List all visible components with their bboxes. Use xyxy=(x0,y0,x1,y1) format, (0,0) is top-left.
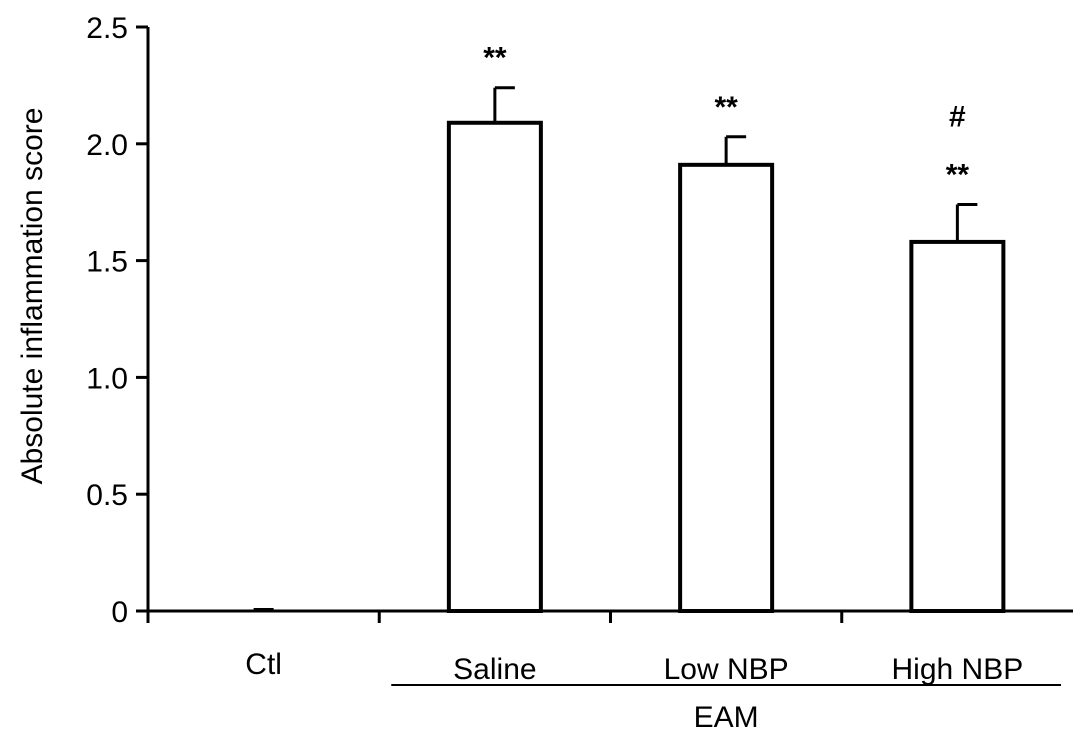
group-label: EAM xyxy=(694,701,759,734)
bars: ** ** ** # xyxy=(253,42,1006,614)
y-tick-label: 0 xyxy=(111,596,128,629)
x-tick-label: High NBP xyxy=(892,653,1024,686)
y-axis-title: Absolute inflammation score xyxy=(16,108,49,485)
x-tick-labels: Ctl Saline Low NBP High NBP xyxy=(245,648,1023,686)
x-tick-label: Ctl xyxy=(245,648,282,681)
bar xyxy=(678,162,775,613)
y-ticks: 0 0.5 1.0 1.5 2.0 2.5 xyxy=(86,12,148,629)
y-tick-label: 2.5 xyxy=(86,12,128,45)
x-tick-label: Low NBP xyxy=(664,653,789,686)
significance-marker: ** xyxy=(946,159,970,192)
group-bracket: EAM xyxy=(391,684,1061,734)
y-tick-label: 0.5 xyxy=(86,479,128,512)
bar xyxy=(909,239,1006,614)
y-tick-label: 1.0 xyxy=(86,362,128,395)
y-tick-label: 2.0 xyxy=(86,129,128,162)
significance-marker: ** xyxy=(714,91,738,124)
significance-marker: ** xyxy=(483,42,507,75)
x-tick-label: Saline xyxy=(453,653,536,686)
y-tick-label: 1.5 xyxy=(86,246,128,279)
bar xyxy=(446,120,543,613)
significance-marker: # xyxy=(949,101,966,134)
